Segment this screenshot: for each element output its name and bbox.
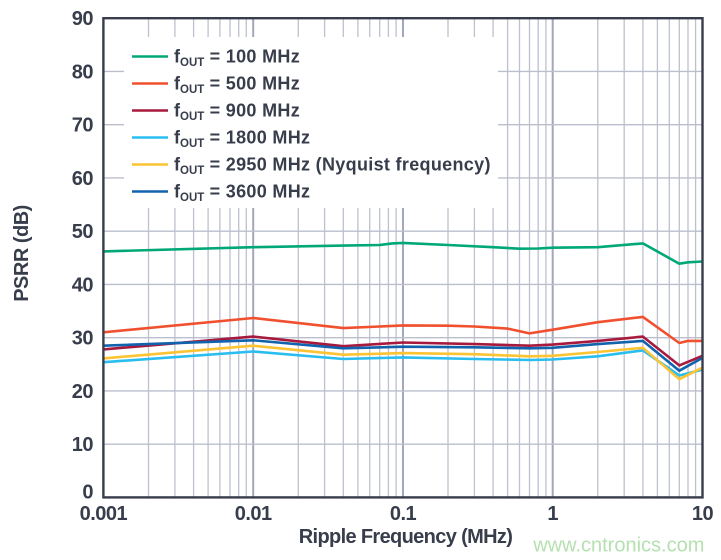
svg-text:50: 50	[72, 221, 94, 243]
svg-text:10: 10	[72, 434, 94, 456]
svg-text:Ripple Frequency (MHz): Ripple Frequency (MHz)	[299, 526, 513, 548]
svg-text:fOUT = 900 MHz: fOUT = 900 MHz	[174, 101, 300, 124]
svg-text:90: 90	[72, 8, 94, 30]
svg-text:0.01: 0.01	[235, 503, 272, 525]
svg-text:fOUT = 500 MHz: fOUT = 500 MHz	[174, 74, 300, 97]
svg-text:www.cntronics.com: www.cntronics.com	[532, 535, 704, 557]
svg-text:80: 80	[72, 61, 94, 83]
svg-text:70: 70	[72, 115, 94, 137]
svg-text:0.001: 0.001	[80, 503, 128, 525]
svg-text:fOUT = 2950 MHz (Nyquist frequ: fOUT = 2950 MHz (Nyquist frequency)	[174, 155, 491, 178]
svg-text:fOUT = 1800 MHz: fOUT = 1800 MHz	[174, 128, 310, 151]
svg-text:30: 30	[72, 328, 94, 350]
svg-text:20: 20	[72, 381, 94, 403]
svg-text:fOUT = 100 MHz: fOUT = 100 MHz	[174, 47, 300, 70]
svg-text:40: 40	[72, 274, 94, 296]
svg-text:PSRR (dB): PSRR (dB)	[11, 205, 33, 302]
svg-text:fOUT = 3600 MHz: fOUT = 3600 MHz	[174, 182, 310, 205]
svg-text:10: 10	[692, 503, 714, 525]
svg-text:0: 0	[82, 481, 93, 503]
svg-text:1: 1	[547, 503, 558, 525]
svg-text:60: 60	[72, 168, 94, 190]
svg-text:0.1: 0.1	[390, 503, 417, 525]
